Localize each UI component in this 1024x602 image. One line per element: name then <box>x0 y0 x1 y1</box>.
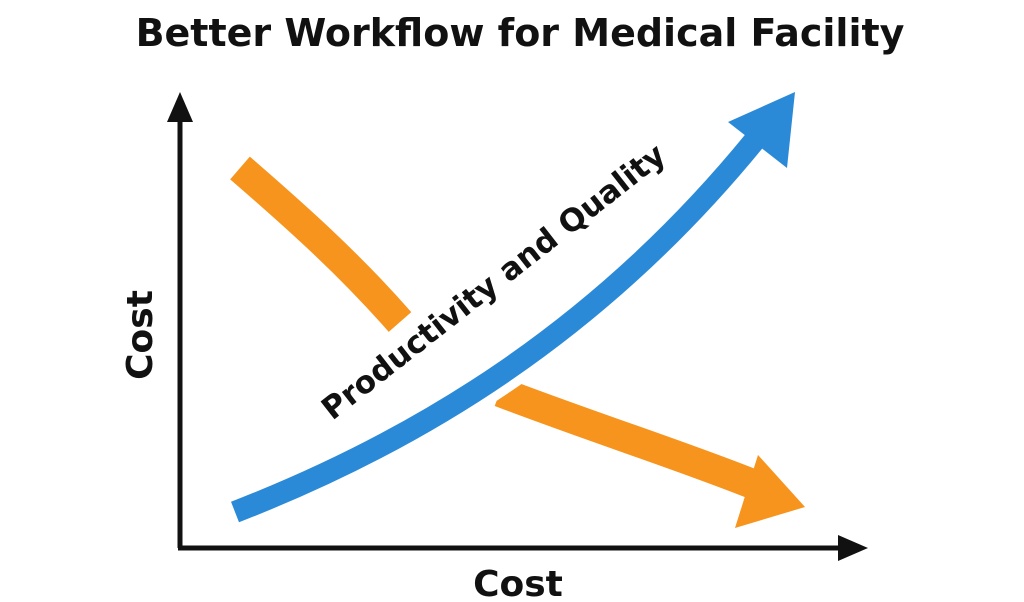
axes <box>167 92 868 561</box>
quality-arrow-head <box>728 92 795 168</box>
title: Better Workflow for Medical Facility <box>136 11 905 55</box>
y-axis-label: Cost <box>120 290 161 380</box>
quality-arrow <box>227 92 795 531</box>
cost-arrow <box>230 156 805 528</box>
quality-arrow-shaft <box>231 133 764 523</box>
cost-arrow-head <box>735 455 805 528</box>
cost-arrow-shaft <box>230 156 412 332</box>
cost-arrow-shaft <box>494 377 761 499</box>
x-axis-label: Cost <box>473 564 563 602</box>
y-axis-arrowhead <box>167 92 193 122</box>
x-axis-arrowhead <box>838 535 868 561</box>
